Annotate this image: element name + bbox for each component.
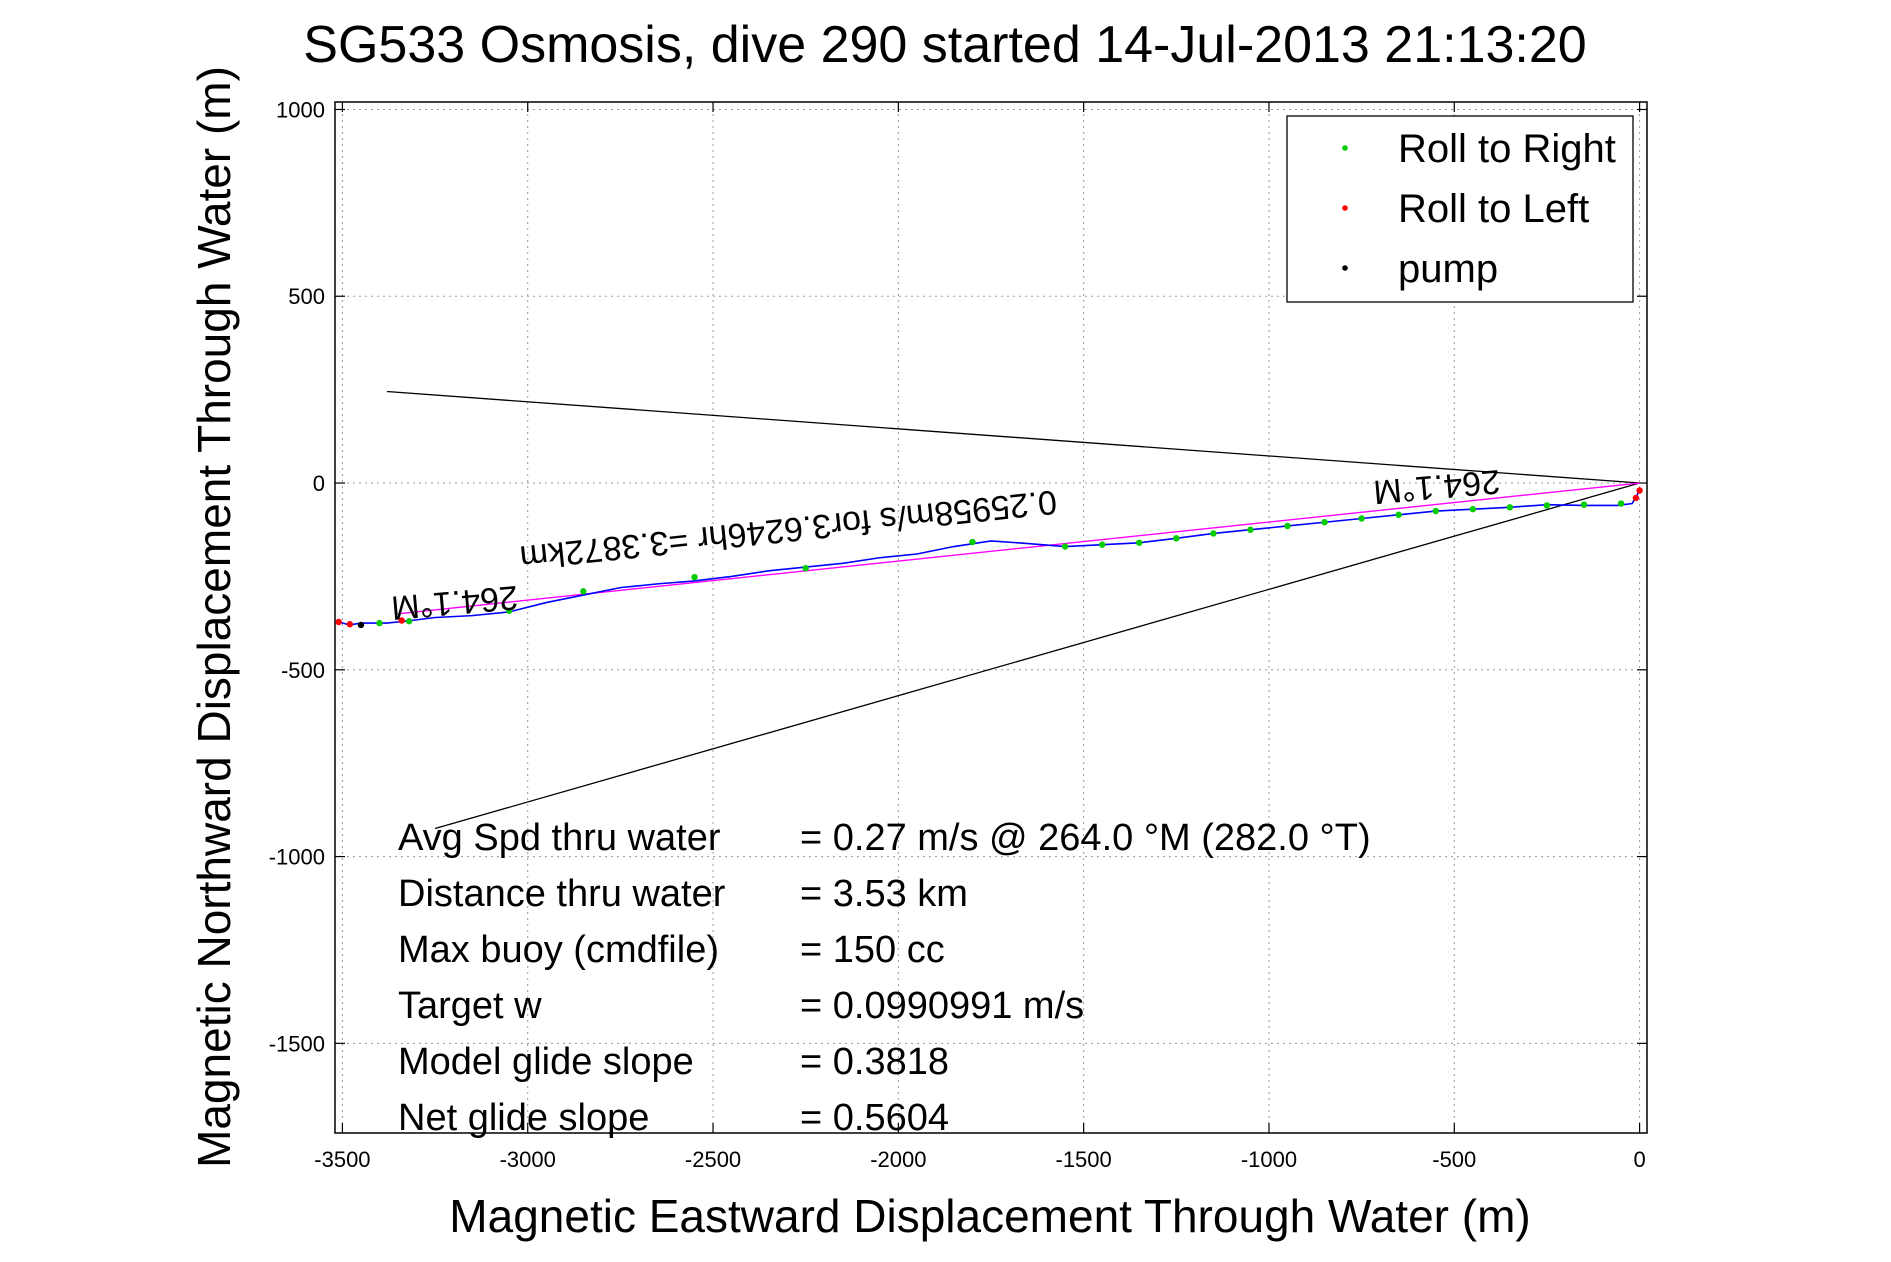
x-tick-label: -500 (1432, 1147, 1476, 1172)
roll-right-point (1543, 502, 1551, 509)
stat-label: Model glide slope (398, 1041, 694, 1083)
x-tick-label: -1500 (1056, 1147, 1112, 1172)
stat-value: = 0.5604 (800, 1097, 949, 1139)
heading-line (397, 482, 1640, 615)
y-axis-title: Magnetic Northward Displacement Through … (188, 66, 240, 1168)
roll-right-point (505, 607, 513, 614)
roll-right-point (1173, 535, 1180, 542)
stat-value: = 0.0990991 m/s (800, 985, 1084, 1027)
tick-labels: -3500 -3000 -2500 -2000 -1500 -1000 -500 0 -1500… (269, 97, 1646, 1172)
roll-left-point (1636, 487, 1643, 494)
legend-label: Roll to Left (1398, 187, 1589, 231)
y-tick-label: 0 (313, 471, 325, 496)
roll-right-point (1580, 501, 1588, 508)
roll-right-point (1210, 530, 1217, 537)
legend-marker (1342, 145, 1348, 151)
wedge-lines (386, 390, 1640, 830)
roll-right-point (580, 588, 587, 595)
stat-label: Target w (398, 985, 542, 1027)
roll-markers (335, 487, 1643, 629)
x-axis-title: Magnetic Eastward Displacement Through W… (449, 1190, 1530, 1242)
roll-right-point (1469, 505, 1477, 513)
roll-right-point (969, 538, 976, 546)
legend: Roll to Right Roll to Left pump (1286, 115, 1634, 303)
x-tick-label: 0 (1633, 1147, 1645, 1172)
pump-point (357, 621, 365, 629)
x-tick-label: -3000 (500, 1147, 556, 1172)
roll-left-point (398, 617, 405, 624)
roll-right-point (1395, 511, 1402, 518)
legend-label: Roll to Right (1398, 127, 1616, 171)
stat-value: = 150 cc (800, 929, 945, 971)
roll-right-point (1098, 541, 1106, 548)
roll-right-point (1506, 504, 1514, 511)
legend-marker (1342, 265, 1348, 271)
roll-right-point (1321, 519, 1328, 526)
grid (335, 102, 1647, 1133)
x-tick-label: -1000 (1241, 1147, 1297, 1172)
roll-right-point (1432, 507, 1439, 515)
roll-right-point (1247, 526, 1254, 533)
track-line (338, 490, 1641, 626)
y-tick-label: -500 (281, 658, 325, 683)
y-tick-label: 500 (288, 284, 325, 309)
axes-box (334, 101, 1648, 1134)
roll-right-point (1358, 515, 1365, 522)
stat-value: = 0.27 m/s @ 264.0 °M (282.0 °T) (800, 817, 1371, 859)
roll-left-point (1632, 494, 1640, 502)
roll-right-point (1061, 543, 1069, 550)
roll-right-point (1617, 500, 1625, 507)
roll-right-point (1284, 522, 1291, 530)
roll-left-point (335, 618, 342, 626)
heading-line (397, 482, 1640, 615)
x-tick-label: -2000 (870, 1147, 926, 1172)
roll-right-point (691, 573, 698, 581)
wedge-line (386, 390, 1640, 484)
stat-label: Avg Spd thru water (398, 817, 721, 859)
y-tick-label: -1000 (269, 845, 325, 870)
x-tick-label: -3500 (314, 1147, 370, 1172)
y-tick-label: 1000 (276, 97, 325, 122)
stat-label: Net glide slope (398, 1097, 649, 1139)
axes (334, 101, 1648, 1134)
legend-marker (1342, 205, 1348, 211)
stat-value: = 0.3818 (800, 1041, 949, 1083)
x-tick-label: -2500 (685, 1147, 741, 1172)
chart-title: SG533 Osmosis, dive 290 started 14-Jul-2… (303, 16, 1586, 74)
y-tick-label: -1500 (269, 1031, 325, 1056)
wedge-line (434, 482, 1640, 830)
track-series (338, 490, 1641, 626)
roll-right-point (1136, 539, 1143, 546)
roll-right-point (376, 619, 383, 627)
stat-label: Distance thru water (398, 873, 726, 915)
roll-right-point (405, 618, 413, 625)
roll-left-point (346, 621, 354, 628)
stat-label: Max buoy (cmdfile) (398, 929, 719, 971)
stats-block: Avg Spd thru water = 0.27 m/s @ 264.0 °M … (398, 817, 1371, 1139)
roll-right-point (802, 564, 809, 572)
legend-label: pump (1398, 247, 1498, 291)
stat-value: = 3.53 km (800, 873, 968, 915)
